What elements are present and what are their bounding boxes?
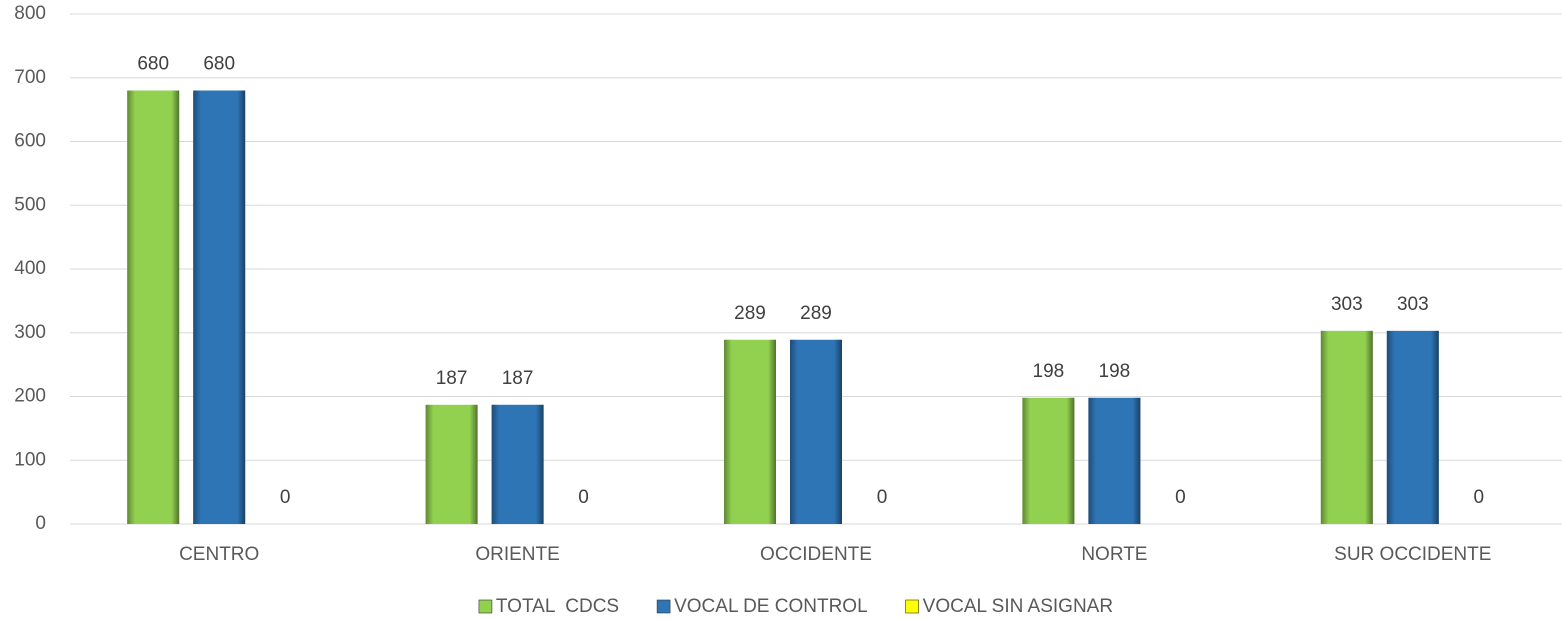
data-label: 303 (1397, 294, 1429, 315)
x-tick-label: ORIENTE (475, 544, 559, 565)
data-label: 0 (578, 487, 589, 508)
x-tick-label: NORTE (1081, 544, 1147, 565)
data-label: 0 (1474, 487, 1485, 508)
x-tick-label: CENTRO (179, 544, 259, 565)
data-label: 289 (800, 303, 832, 324)
y-tick-label: 100 (14, 449, 46, 470)
y-tick-label: 600 (14, 131, 46, 152)
data-label: 187 (502, 368, 534, 389)
legend-swatch (905, 599, 919, 614)
bar (425, 404, 478, 524)
x-tick-label: SUR OCCIDENTE (1334, 544, 1491, 565)
data-label: 198 (1099, 361, 1131, 382)
data-label: 680 (203, 54, 235, 75)
bar (1022, 397, 1075, 524)
bar (724, 339, 776, 524)
y-tick-label: 400 (14, 258, 46, 279)
bar (1386, 330, 1439, 524)
y-tick-label: 0 (35, 513, 46, 534)
legend-label: VOCAL DE CONTROL (674, 596, 868, 617)
legend-label: TOTAL CDCS (496, 596, 619, 617)
legend-label: VOCAL SIN ASIGNAR (923, 596, 1113, 617)
bar (1320, 330, 1373, 524)
data-label: 187 (436, 368, 468, 389)
bar (193, 90, 246, 524)
y-tick-label: 800 (14, 3, 46, 24)
data-label: 680 (137, 54, 169, 75)
data-label: 0 (1175, 487, 1186, 508)
bar (491, 404, 544, 524)
legend: TOTAL CDCS VOCAL DE CONTROL VOCAL SIN ASIG… (478, 596, 1113, 617)
y-tick-label: 300 (14, 322, 46, 343)
y-tick-label: 500 (14, 194, 46, 215)
bar (1088, 397, 1141, 524)
legend-swatch (478, 599, 493, 614)
y-tick-label: 200 (14, 386, 46, 407)
x-tick-label: OCCIDENTE (760, 544, 872, 565)
data-label: 0 (877, 487, 888, 508)
data-label: 198 (1033, 361, 1065, 382)
y-tick-label: 700 (14, 67, 46, 88)
data-label: 0 (280, 487, 291, 508)
data-label: 289 (734, 303, 766, 324)
bar (790, 339, 842, 524)
data-label: 303 (1331, 294, 1363, 315)
legend-swatch (656, 599, 671, 614)
bar (127, 90, 180, 524)
